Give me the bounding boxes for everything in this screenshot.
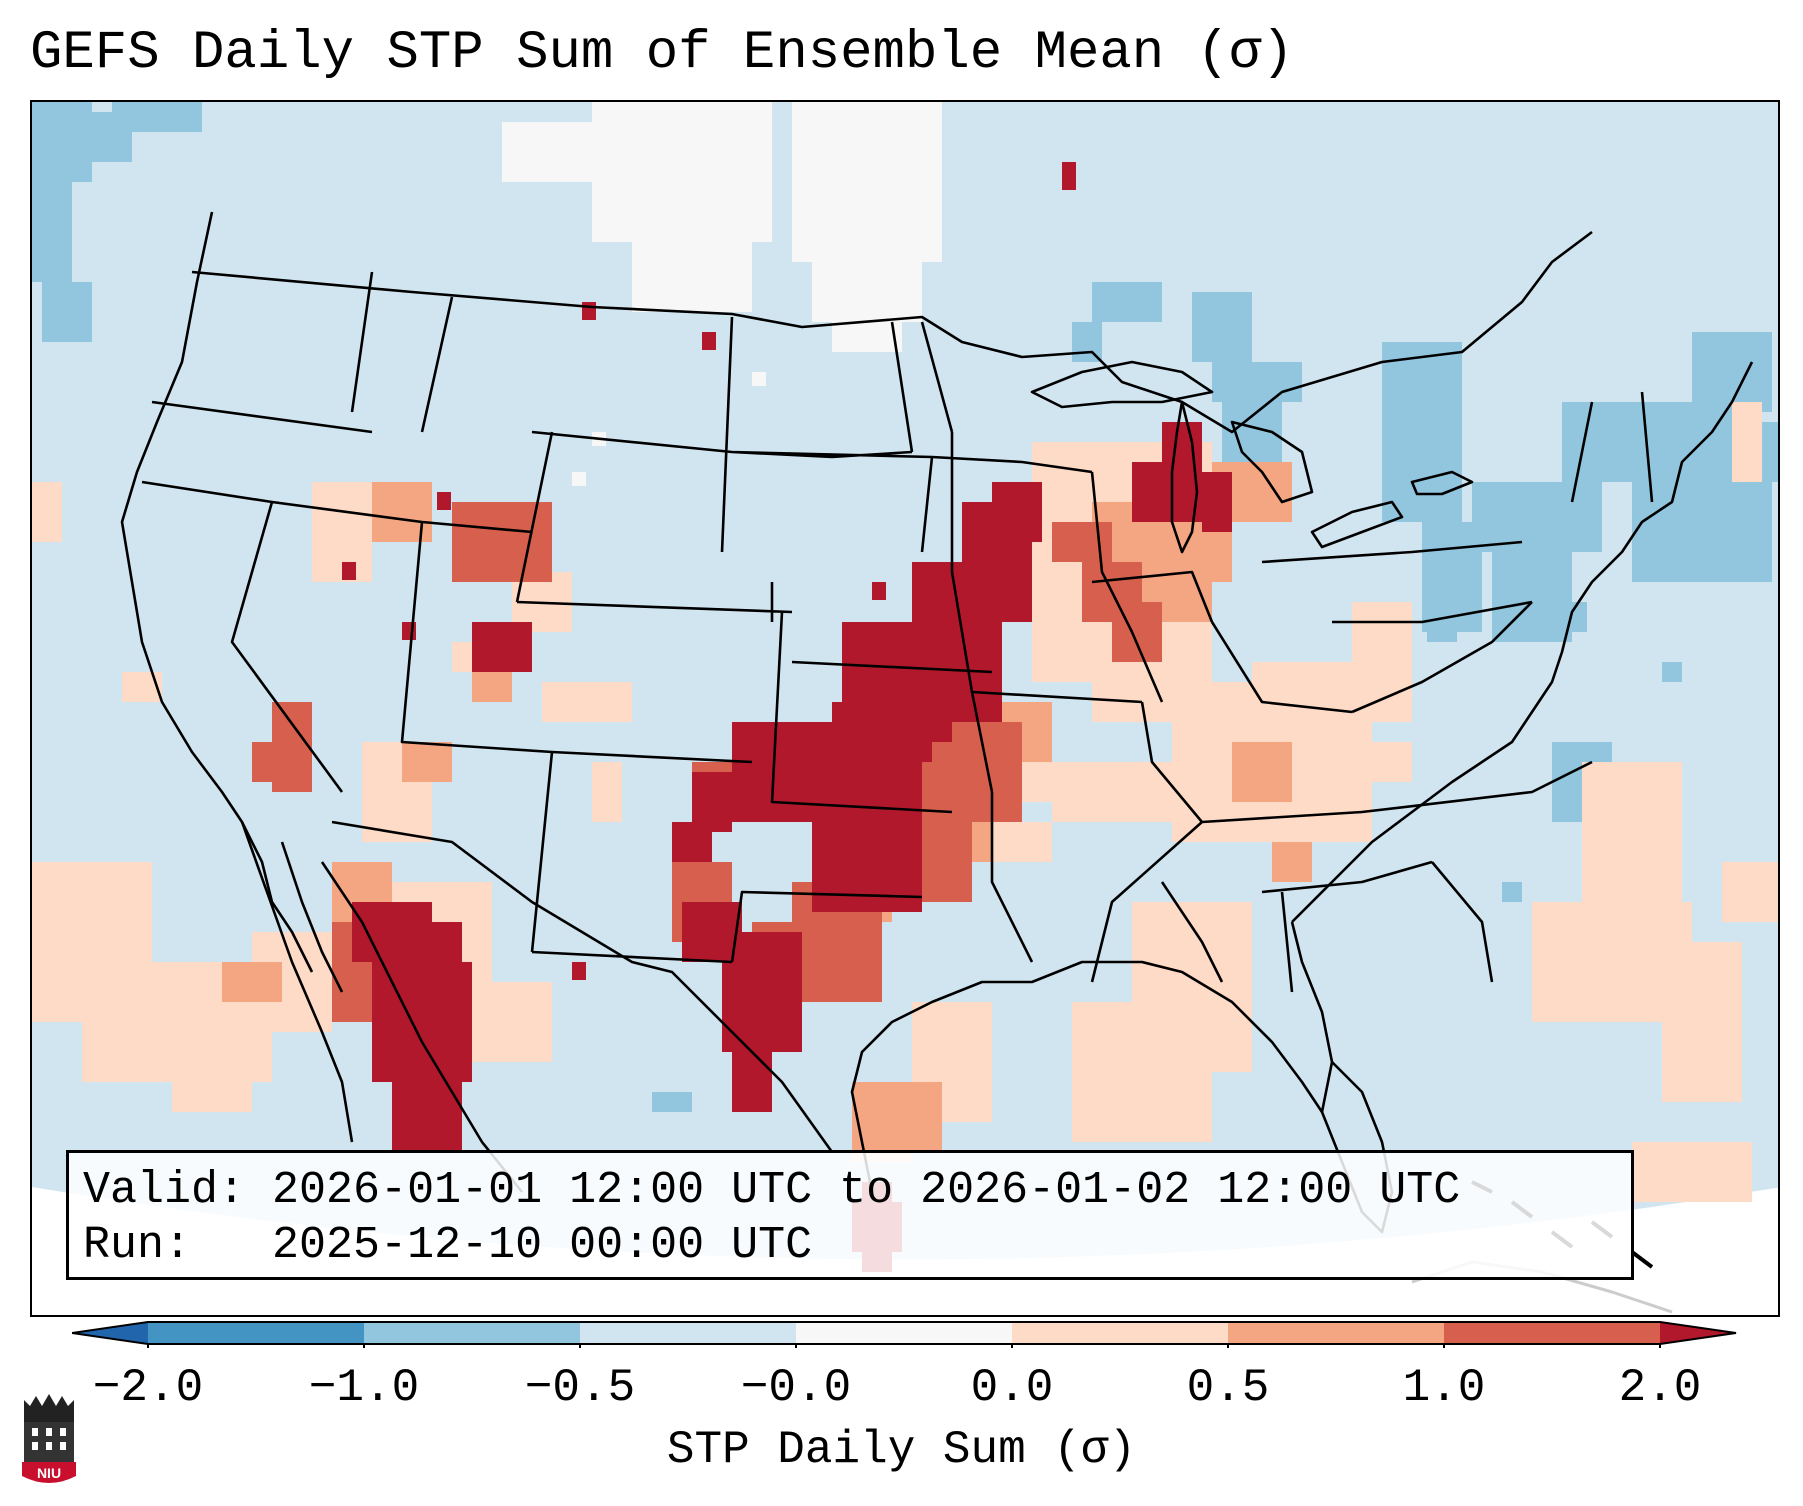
colorbar-tick-label: 2.0: [1618, 1362, 1702, 1414]
stp-field: [32, 102, 1778, 1272]
run-value: 2025-12-10 00:00 UTC: [272, 1220, 813, 1271]
extreme-positive-cells: [342, 162, 1232, 1272]
map-panel: [30, 100, 1780, 1317]
valid-run-info-box: Valid: 2026-01-01 12:00 UTC to 2026-01-0…: [66, 1150, 1634, 1280]
colorbar-segment-5: [1012, 1322, 1228, 1344]
lake-erie: [1310, 500, 1404, 549]
lake-huron: [1230, 420, 1314, 504]
state-lines: [141, 271, 1654, 993]
valid-value: 2026-01-01 12:00 UTC to 2026-01-02 12:00…: [272, 1165, 1461, 1216]
colorbar-under-arrow: [72, 1322, 148, 1344]
baja-coast: [240, 821, 354, 1143]
colorbar-label: STP Daily Sum (σ): [666, 1424, 1137, 1476]
colorbar-tick-label: 0.5: [1186, 1362, 1270, 1414]
map-canvas: [32, 102, 1778, 1315]
colorbar-tick-label: 0.0: [970, 1362, 1054, 1414]
mexico-west-coast: [320, 861, 524, 1193]
colorbar-segment-6: [1228, 1322, 1444, 1344]
projection-edge: [32, 1187, 1778, 1315]
mexico-border: [331, 820, 834, 1153]
lake-superior: [1030, 360, 1214, 409]
lake-michigan: [1170, 400, 1199, 554]
run-row: Run: 2025-12-10 00:00 UTC: [83, 1218, 1617, 1273]
colorbar-segment-3: [580, 1322, 796, 1344]
valid-label: Valid:: [83, 1165, 246, 1216]
colorbar-tick-label: −0.5: [524, 1362, 636, 1414]
colorbar-segment-2: [364, 1322, 580, 1344]
run-label: Run:: [83, 1220, 192, 1271]
lake-ontario: [1410, 470, 1474, 496]
colorbar-tick-marks: [147, 1344, 1661, 1348]
colorbar-over-arrow: [1660, 1322, 1736, 1344]
niu-logo-icon: NIU: [22, 1394, 76, 1483]
colorbar-segment-7: [1444, 1322, 1660, 1344]
colorbar-tick-label: −1.0: [308, 1362, 420, 1414]
low-positive-cells: [32, 402, 1778, 1202]
map-title: GEFS Daily STP Sum of Ensemble Mean (σ): [30, 23, 1294, 84]
logo-text: NIU: [37, 1465, 61, 1481]
colorbar-segment-4: [796, 1322, 1012, 1344]
west-coast: [120, 211, 314, 973]
valid-row: Valid: 2026-01-01 12:00 UTC to 2026-01-0…: [83, 1163, 1617, 1218]
colorbar-tick-label: 1.0: [1402, 1362, 1486, 1414]
colorbar-tick-label: −0.0: [740, 1362, 852, 1414]
neutral-cells: [502, 102, 942, 486]
colorbar-tick-label: −2.0: [92, 1362, 204, 1414]
colorbar: [72, 1321, 1737, 1348]
east-coast: [1291, 361, 1754, 923]
colorbar-segment-1: [148, 1322, 364, 1344]
